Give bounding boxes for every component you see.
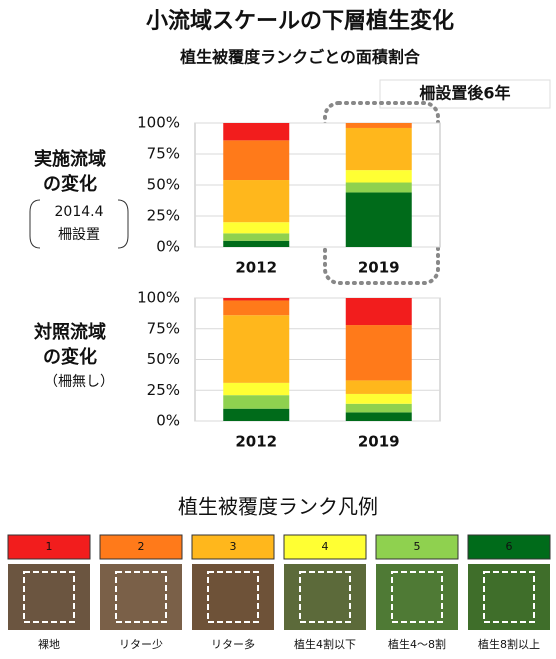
bar-segment: [345, 298, 412, 326]
bar-segment: [223, 233, 290, 241]
bar-segment: [345, 127, 412, 171]
y-tick-label: 25%: [147, 207, 180, 225]
legend-swatch: [99, 534, 183, 560]
quadrat: [483, 571, 535, 623]
bar-segment: [345, 380, 412, 394]
side-label: 対照流域: [33, 321, 106, 343]
photo: [468, 564, 550, 630]
photo: [100, 564, 182, 630]
photo: [192, 564, 274, 630]
legend-title: 植生被覆度ランク凡例: [178, 495, 378, 519]
y-tick-label: 50%: [147, 176, 180, 194]
legend-label: 1: [46, 540, 53, 553]
bar-segment: [223, 240, 290, 247]
bar-segment: [223, 300, 290, 316]
bar-segment: [345, 393, 412, 404]
legend-caption: リター少: [119, 638, 163, 651]
bar-segment: [345, 182, 412, 193]
photo: [8, 564, 90, 630]
x-tick-label: 2012: [235, 433, 277, 451]
bar-segment: [345, 192, 412, 247]
side-note: 柵設置: [58, 227, 100, 243]
x-tick-label: 2019: [358, 433, 400, 451]
quadrat: [391, 571, 443, 623]
quadrat: [299, 571, 351, 623]
bar-segment: [345, 412, 412, 421]
legend-caption: 植生8割以上: [478, 637, 540, 651]
bar-segment: [223, 140, 290, 181]
quadrat: [207, 571, 259, 623]
y-tick-label: 75%: [147, 145, 180, 163]
legend-caption: 植生4～8割: [388, 637, 446, 651]
side-label: 実施流域: [34, 148, 106, 170]
y-tick-label: 100%: [137, 114, 180, 132]
title: 小流域スケールの下層植生変化: [146, 8, 454, 34]
annotation: 柵設置後6年: [419, 84, 510, 103]
side-note: （柵無し）: [44, 374, 114, 390]
legend-label: 3: [230, 540, 237, 553]
legend-swatch: [375, 534, 459, 560]
quadrat: [115, 571, 167, 623]
x-tick-label: 2012: [235, 259, 277, 277]
bar-segment: [345, 170, 412, 183]
bar-segment: [345, 325, 412, 381]
side-label: の変化: [43, 173, 97, 195]
bracket: [29, 199, 129, 249]
subtitle: 植生被覆度ランクごとの面積割合: [179, 48, 421, 67]
bar-segment: [223, 123, 290, 141]
side-note: 2014.4: [55, 204, 104, 220]
legend-swatch: [283, 534, 367, 560]
y-tick-label: 75%: [147, 319, 180, 337]
bar-segment: [345, 123, 412, 128]
bar-segment: [223, 315, 290, 383]
bar-segment: [345, 403, 412, 413]
legend-caption: リター多: [211, 637, 255, 651]
legend-swatch: [467, 534, 551, 560]
y-tick-label: 25%: [147, 381, 180, 399]
bar-segment: [223, 382, 290, 396]
y-tick-label: 0%: [156, 238, 180, 256]
y-tick-label: 0%: [156, 412, 180, 430]
photo: [376, 564, 458, 630]
legend-label: 5: [414, 540, 421, 553]
bar-segment: [223, 180, 290, 223]
legend-swatch: [7, 534, 91, 560]
side-label: の変化: [43, 346, 97, 368]
bar-segment: [223, 395, 290, 409]
legend-label: 6: [506, 540, 513, 553]
quadrat: [23, 571, 75, 623]
legend-swatch: [191, 534, 275, 560]
bar-segment: [223, 298, 290, 301]
x-tick-label: 2019: [358, 259, 400, 277]
legend-label: 4: [322, 540, 329, 553]
photo: [284, 564, 366, 630]
bar-segment: [223, 222, 290, 234]
y-tick-label: 100%: [137, 289, 180, 307]
legend-label: 2: [138, 540, 145, 553]
y-tick-label: 50%: [147, 350, 180, 368]
legend-caption: 植生4割以下: [294, 637, 356, 651]
legend-caption: 裸地: [38, 637, 60, 651]
bar-segment: [223, 408, 290, 421]
